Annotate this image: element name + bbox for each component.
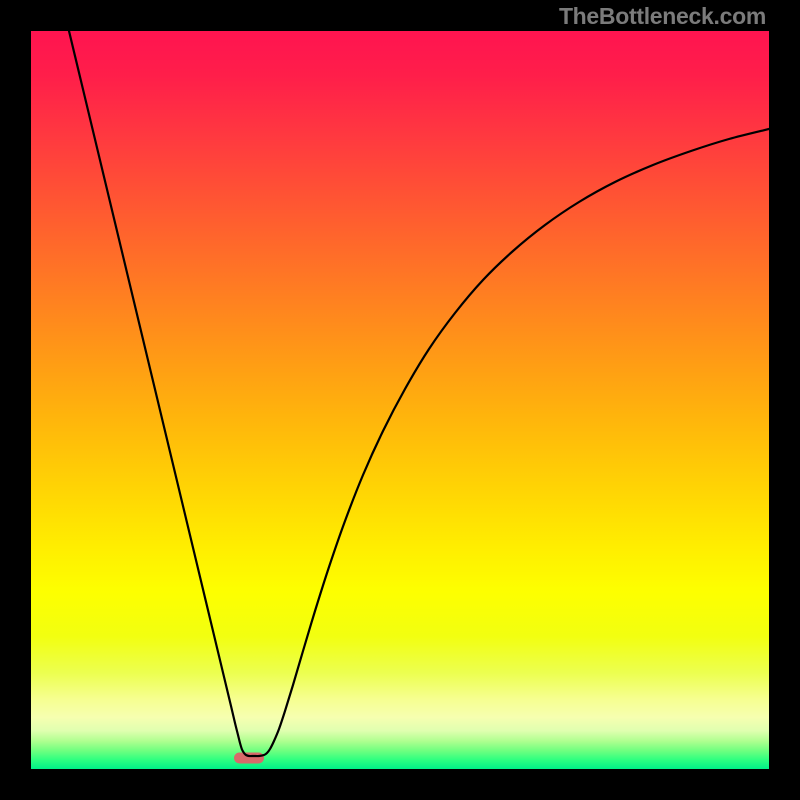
curve-layer xyxy=(31,31,769,769)
trough-marker xyxy=(234,753,264,764)
bottleneck-curve xyxy=(69,31,769,756)
plot-area xyxy=(31,31,769,769)
chart-frame: TheBottleneck.com xyxy=(0,0,800,800)
watermark-text: TheBottleneck.com xyxy=(559,3,766,30)
